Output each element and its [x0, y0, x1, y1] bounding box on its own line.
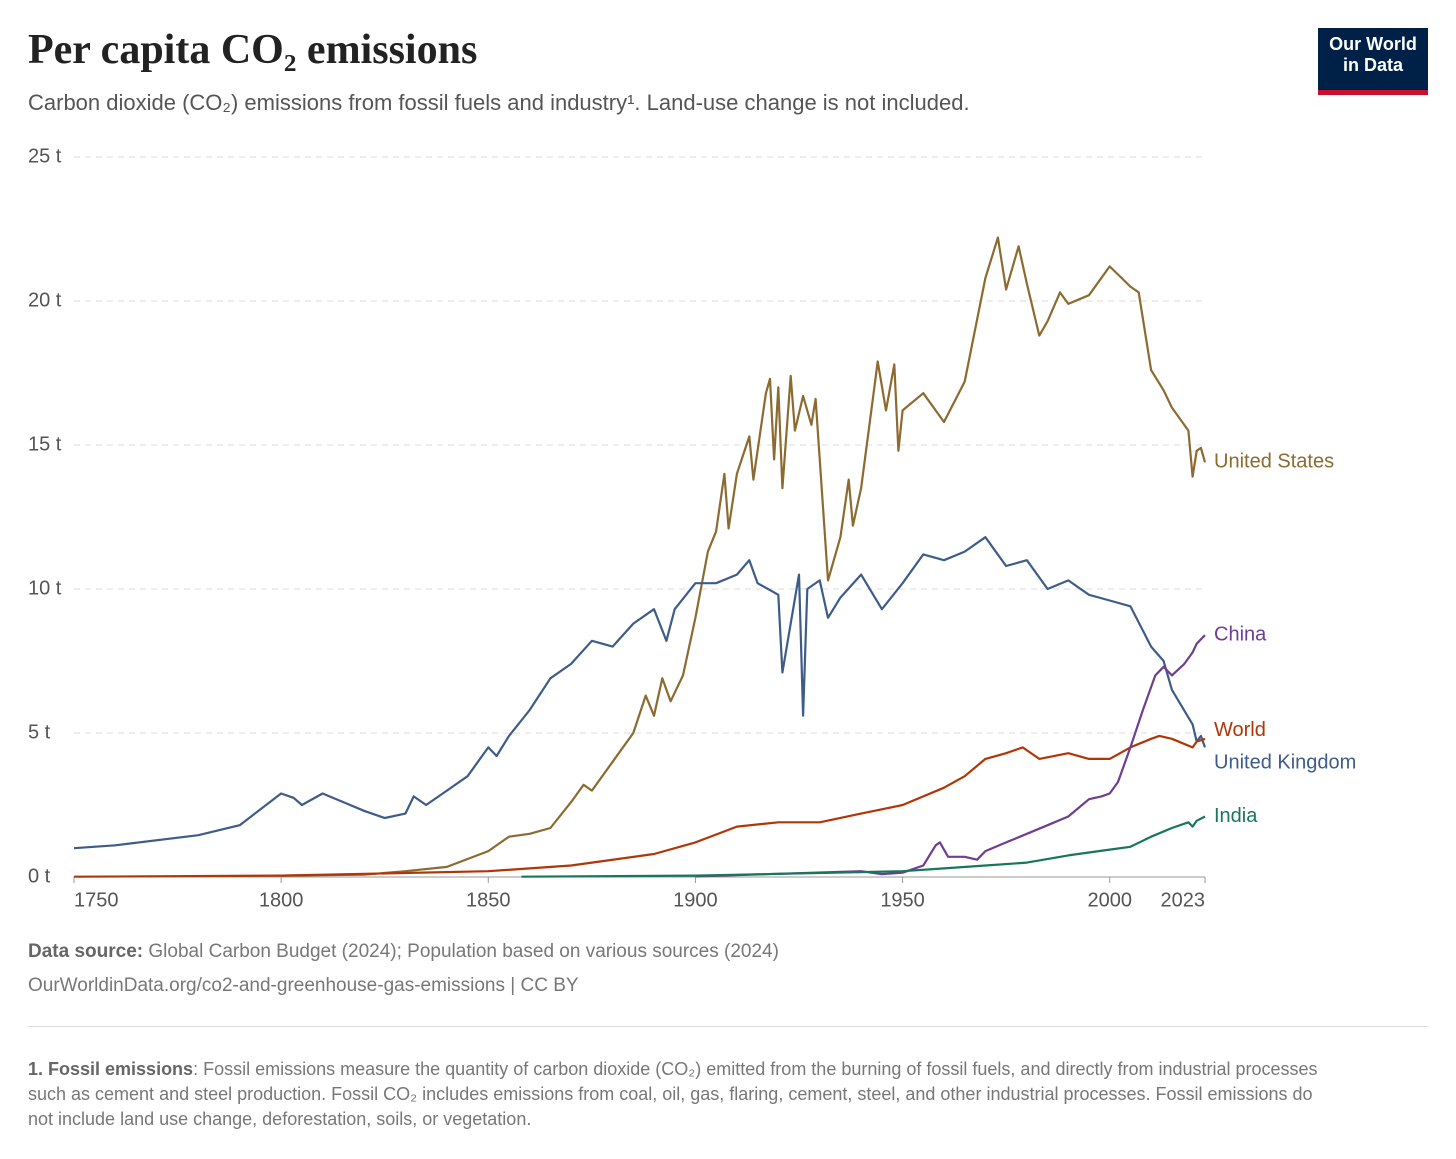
footnote-label: 1. Fossil emissions: [28, 1059, 194, 1079]
x-tick-label: 2000: [1087, 889, 1132, 911]
divider: [28, 1026, 1428, 1027]
series-label: China: [1214, 623, 1267, 645]
source: Data source: Global Carbon Budget (2024)…: [28, 941, 779, 963]
x-tick-label: 2023: [1161, 889, 1206, 911]
x-tick-label: 1850: [466, 889, 511, 911]
y-tick-label: 15 t: [28, 433, 62, 455]
series-line: [281, 236, 1207, 877]
url[interactable]: OurWorldinData.org/co2-and-greenhouse-ga…: [28, 975, 579, 996]
series-label: United Kingdom: [1214, 752, 1356, 774]
series-line: [521, 815, 1206, 878]
series-label: India: [1214, 805, 1258, 827]
source-text: Global Carbon Budget (2024); Population …: [148, 941, 779, 962]
y-tick-label: 10 t: [28, 577, 62, 599]
footnote: 1. Fossil emissions: Fossil emissions me…: [28, 1057, 1328, 1132]
chart-subtitle: Carbon dioxide (CO₂) emissions from foss…: [28, 90, 970, 115]
source-label: Data source:: [28, 941, 144, 962]
series-label: World: [1214, 719, 1266, 741]
logo-line: Our World: [1329, 34, 1417, 54]
chart-title: Per capita CO₂ emissions: [28, 27, 478, 73]
y-tick-label: 0 t: [28, 865, 51, 887]
series-line: [695, 634, 1206, 878]
y-tick-label: 5 t: [28, 721, 51, 743]
y-tick-label: 25 t: [28, 145, 62, 167]
footnote-text: : Fossil emissions measure the quantity …: [28, 1059, 1318, 1129]
x-tick-label: 1750: [74, 889, 119, 911]
x-tick-label: 1900: [673, 889, 718, 911]
y-tick-label: 20 t: [28, 289, 62, 311]
x-tick-label: 1800: [259, 889, 304, 911]
series-label: United States: [1214, 451, 1334, 473]
series-line: [73, 734, 1206, 878]
series-line: [73, 536, 1207, 850]
logo[interactable]: Our World in Data: [1318, 28, 1428, 95]
x-tick-label: 1950: [880, 889, 925, 911]
logo-line: in Data: [1342, 55, 1403, 75]
